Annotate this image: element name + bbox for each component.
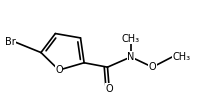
Text: CH₃: CH₃ xyxy=(122,34,140,44)
Text: O: O xyxy=(149,62,156,72)
Text: N: N xyxy=(127,52,135,62)
Text: CH₃: CH₃ xyxy=(172,52,190,62)
Text: O: O xyxy=(55,65,63,75)
Text: Br: Br xyxy=(5,37,16,47)
Text: O: O xyxy=(105,84,113,94)
